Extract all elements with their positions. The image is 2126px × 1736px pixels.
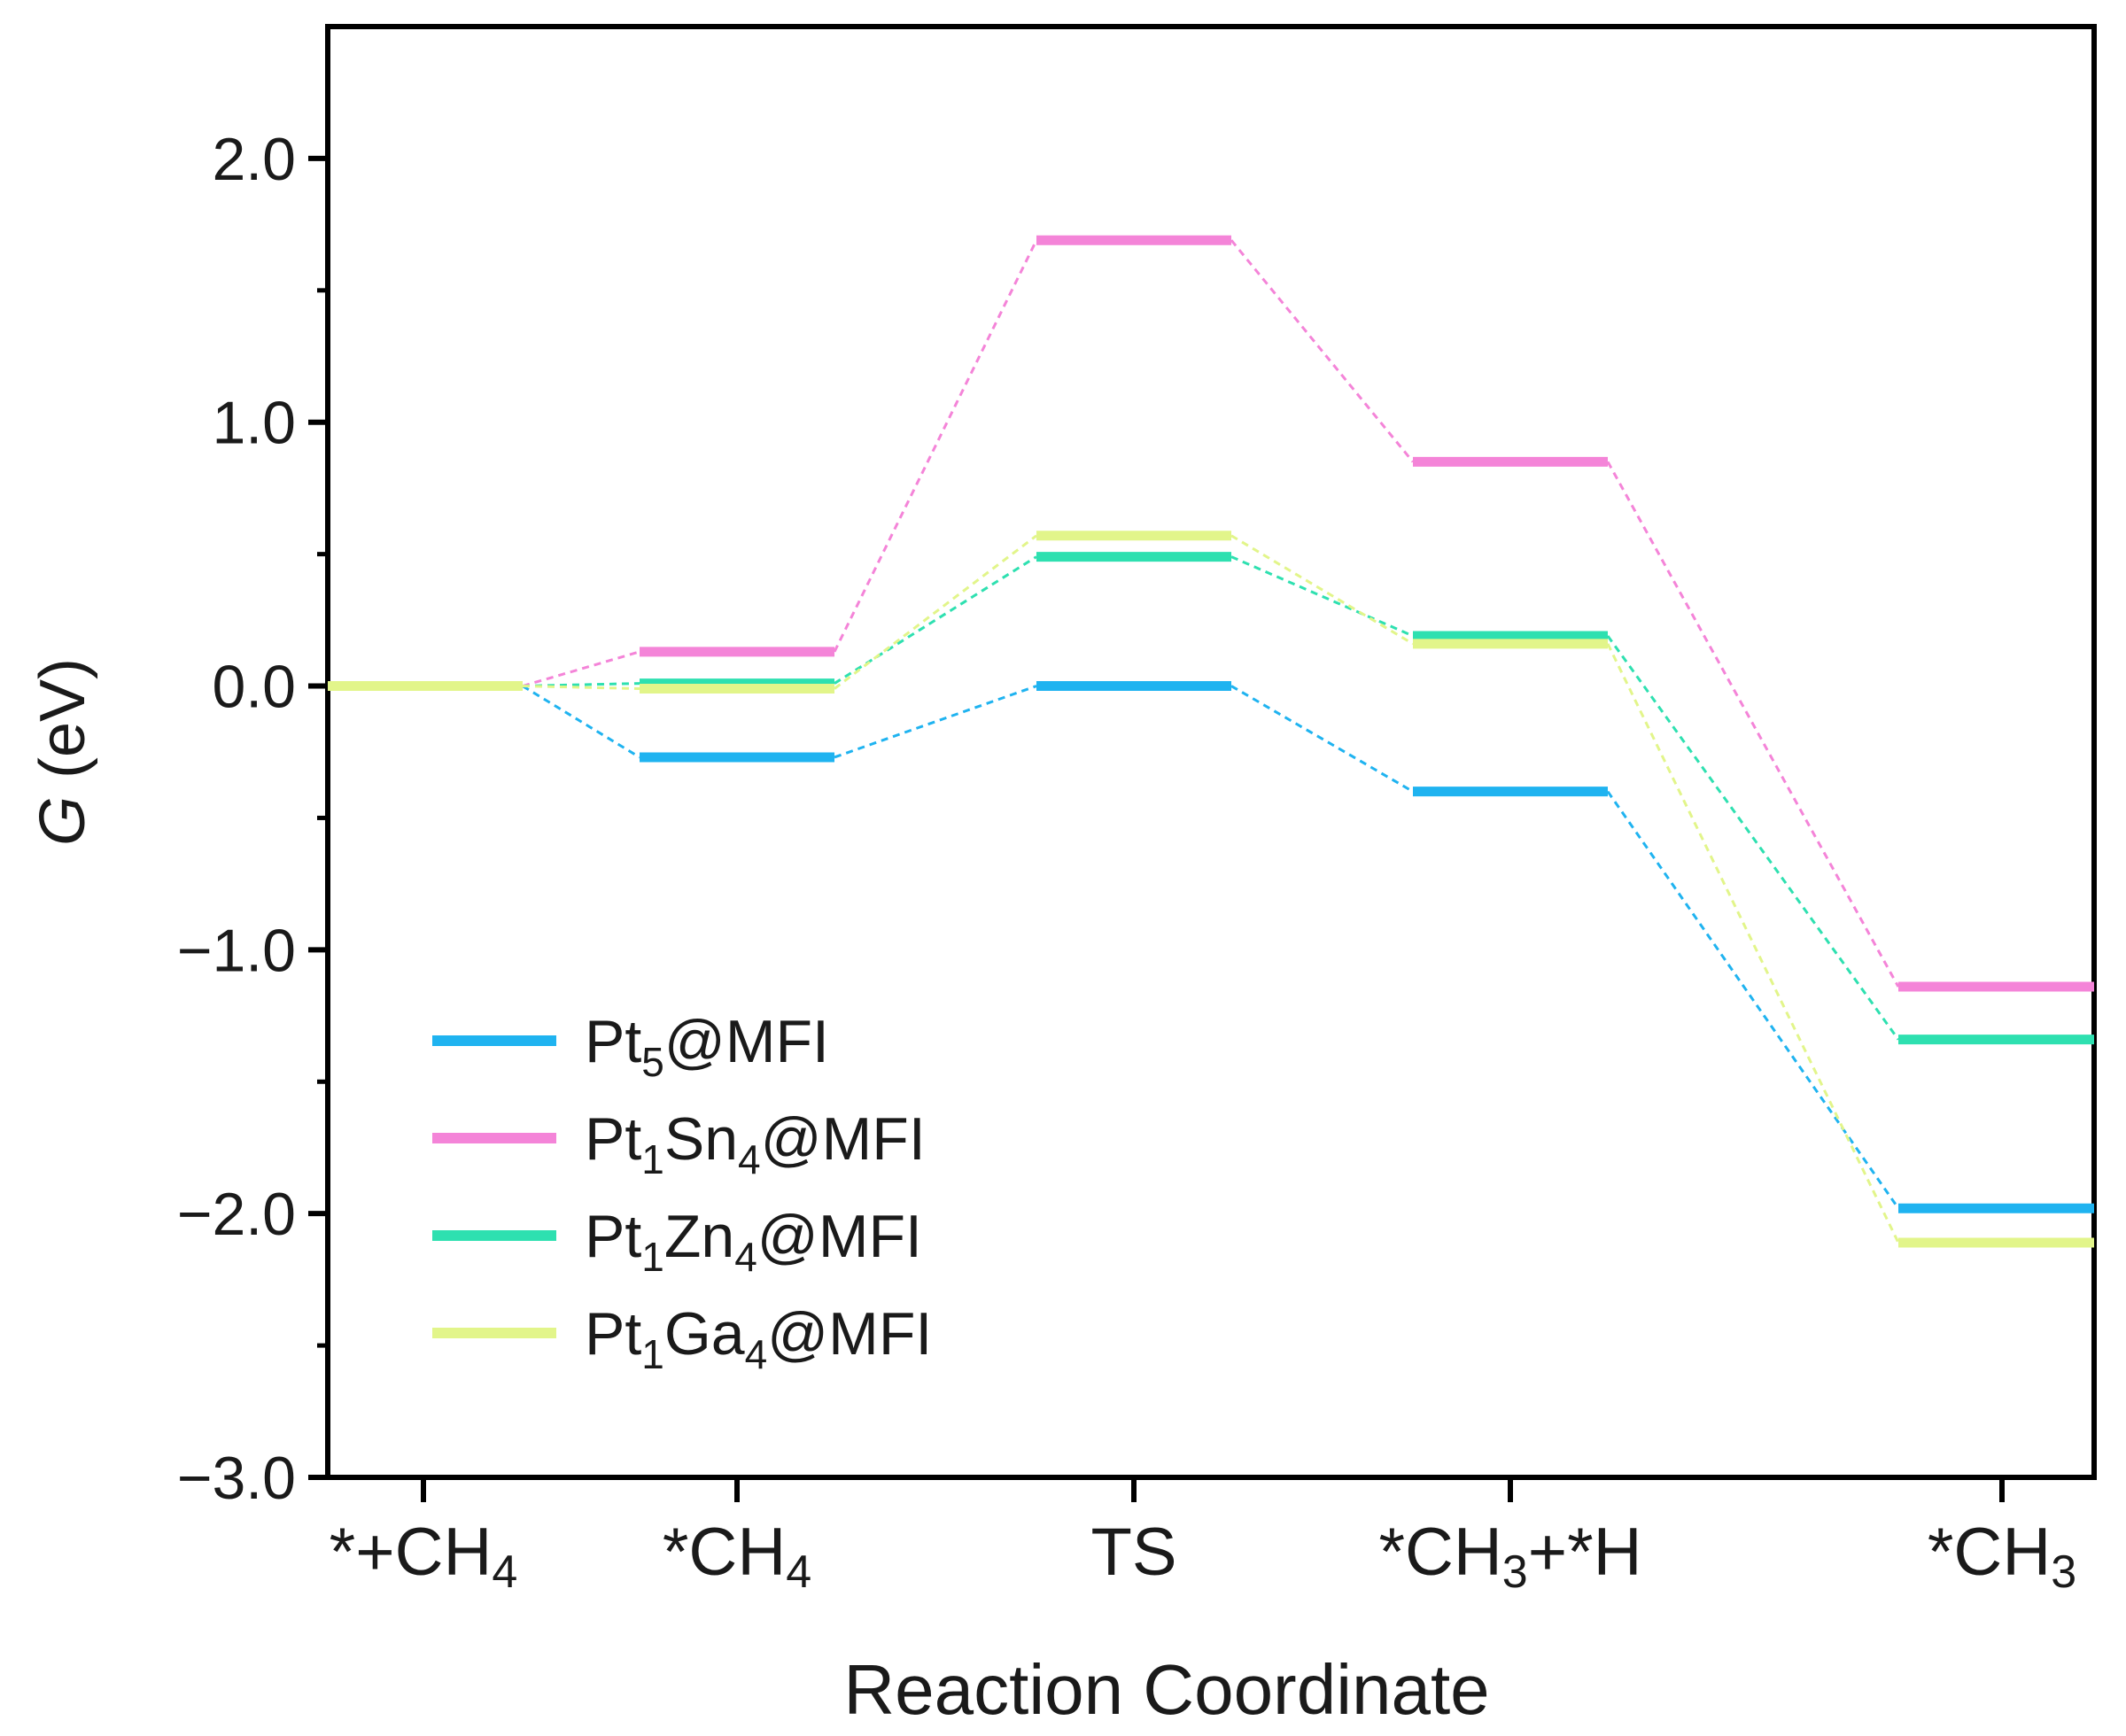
- connector-line: [1230, 534, 1414, 646]
- legend-label: Pt1Ga4@MFI: [585, 1300, 932, 1377]
- connector-line: [1230, 685, 1414, 793]
- connector-line: [1606, 643, 1900, 1244]
- y-tick-label: 2.0: [212, 126, 296, 193]
- y-label-variable: G: [27, 796, 98, 846]
- y-tick-label: −2.0: [177, 1181, 296, 1248]
- y-axis: 2.0 1.0 0.0 −1.0 −2.0 −3.0: [177, 126, 328, 1512]
- legend: Pt5@MFI Pt1Sn4@MFI Pt1Zn4@MFI Pt1Ga4@MFI: [432, 1008, 932, 1377]
- legend-label: Pt1Sn4@MFI: [585, 1105, 926, 1182]
- connector-lines: [522, 239, 1900, 1244]
- connector-line: [522, 650, 640, 687]
- connector-line: [1606, 790, 1900, 1210]
- x-tick-label: *CH3: [1928, 1515, 2076, 1598]
- x-tick-label: *CH3+*H: [1378, 1515, 1641, 1598]
- legend-label: Pt5@MFI: [585, 1008, 829, 1085]
- connector-line: [1230, 239, 1415, 463]
- x-axis: *+CH4 *CH4 TS *CH3+*H *CH3: [330, 1477, 2076, 1598]
- connector-line: [833, 239, 1038, 653]
- connector-line: [522, 685, 640, 759]
- y-tick-label: −3.0: [177, 1445, 296, 1512]
- legend-label: Pt1Zn4@MFI: [585, 1203, 922, 1280]
- connector-line: [522, 685, 640, 691]
- connector-line: [834, 534, 1037, 690]
- connector-line: [1230, 555, 1414, 638]
- x-tick-label: *CH4: [663, 1515, 811, 1598]
- connector-line: [1606, 461, 1900, 988]
- energy-levels: [328, 235, 2094, 1248]
- y-axis-label: G (eV): [27, 658, 98, 846]
- y-tick-label: −1.0: [177, 917, 296, 984]
- y-label-unit: (eV): [27, 658, 98, 796]
- plot-frame: [325, 24, 2097, 1480]
- y-tick-label: 0.0: [212, 654, 296, 721]
- connector-line: [834, 685, 1037, 759]
- y-tick-label: 1.0: [212, 390, 296, 457]
- x-axis-label: Reaction Coordinate: [843, 1650, 1489, 1729]
- x-tick-label: TS: [1090, 1515, 1176, 1590]
- connector-line: [1606, 635, 1900, 1041]
- x-tick-label: *+CH4: [330, 1515, 518, 1598]
